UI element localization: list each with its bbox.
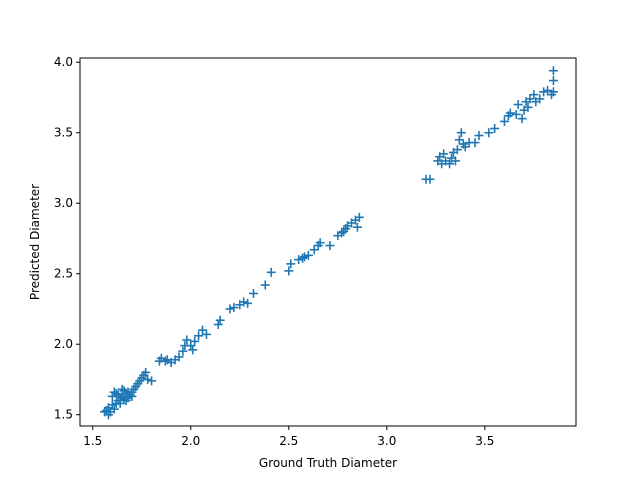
data-point [325,241,335,251]
x-tick-label: 1.5 [83,434,102,448]
data-point [460,142,470,152]
data-point [266,267,276,277]
data-point [127,391,137,401]
x-tick-label: 3.5 [475,434,494,448]
data-point [454,135,464,145]
data-point [188,345,198,355]
data-point [194,331,204,341]
y-tick-label: 4.0 [54,55,73,69]
data-point [548,76,558,86]
data-point [450,156,460,166]
data-point [294,255,304,265]
data-point [141,367,151,377]
data-point [174,352,184,362]
data-point [315,238,325,248]
axes-frame [79,57,577,427]
y-tick-label: 3.5 [54,126,73,140]
data-point [539,87,549,97]
y-tick-label: 2.0 [54,337,73,351]
data-point [198,325,208,335]
data-point [190,336,200,346]
y-tick-label: 3.0 [54,196,73,210]
data-point [298,253,308,263]
data-point [548,87,558,97]
data-point [439,149,449,159]
data-point [499,116,509,126]
data-point [182,335,192,345]
data-point [535,94,545,104]
data-point [119,386,129,396]
data-point [490,123,500,133]
data-point [452,145,462,155]
data-point [229,303,239,313]
data-point [201,329,211,339]
data-point [103,410,113,420]
data-point [119,394,129,404]
data-point [239,297,249,307]
data-point [117,384,127,394]
x-tick-label: 2.5 [279,434,298,448]
data-point [543,85,553,95]
x-axis: 1.5 2.0 2.5 3.0 3.5 [83,426,494,448]
data-point [121,396,131,406]
data-point [474,131,484,141]
y-axis: 1.5 2.0 2.5 3.0 3.5 4.0 [54,55,80,422]
data-point [213,319,223,329]
plot-area [100,66,558,420]
data-point [186,341,196,351]
data-point [113,390,123,400]
data-point [484,128,494,138]
data-point [505,108,515,118]
data-point [523,102,533,112]
data-point [178,346,188,356]
data-point [260,280,270,290]
x-axis-label: Ground Truth Diameter [259,456,397,470]
data-point [107,400,117,410]
data-point [299,252,309,262]
data-point [286,259,296,269]
data-point [517,114,527,124]
y-tick-label: 1.5 [54,408,73,422]
x-tick-label: 3.0 [377,434,396,448]
data-point [215,315,225,325]
data-point [107,391,117,401]
data-point [445,159,455,169]
data-point [143,374,153,384]
data-point [123,387,133,397]
data-point [548,66,558,76]
data-point [115,398,125,408]
data-point [337,228,347,238]
data-point [109,404,119,414]
data-point [249,288,259,298]
data-point [511,109,521,119]
data-point [470,138,480,148]
data-point [352,222,362,232]
data-point [303,250,313,260]
data-point [147,376,157,386]
data-point [354,212,364,222]
y-axis-label: Predicted Diameter [28,184,42,300]
data-point [243,298,253,308]
x-tick-label: 2.0 [181,434,200,448]
data-point [525,94,535,104]
data-point [425,174,435,184]
y-tick-label: 2.5 [54,267,73,281]
data-point [284,266,294,276]
data-point [309,245,319,255]
data-point [513,100,523,110]
data-point [529,90,539,100]
data-point [225,304,235,314]
data-point [160,356,170,366]
data-point [456,128,466,138]
